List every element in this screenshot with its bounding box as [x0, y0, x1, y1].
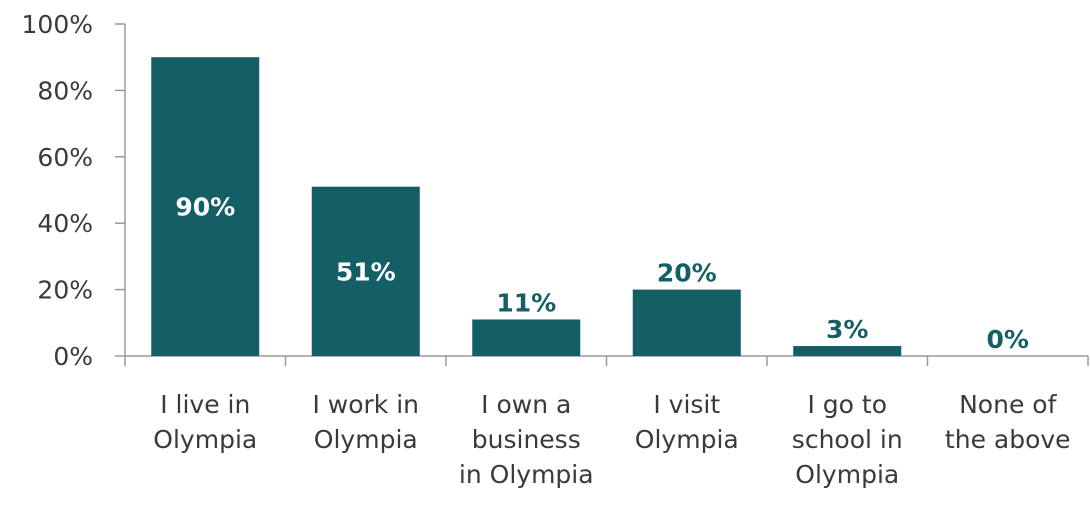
x-category-label-line: school in — [792, 425, 903, 454]
data-label: 51% — [336, 257, 396, 286]
x-category-label: I live in Olympia — [153, 390, 257, 454]
x-category-label-line: None of — [959, 390, 1057, 419]
y-tick-label: 60% — [37, 143, 93, 172]
x-category-label-line: the above — [945, 425, 1071, 454]
x-category-label-line: I live in — [160, 390, 250, 419]
data-label: 0% — [987, 325, 1029, 354]
y-tick-label: 80% — [37, 76, 93, 105]
bar — [151, 57, 260, 356]
y-tick-label: 0% — [53, 342, 93, 371]
x-category-label-line: Olympia — [795, 460, 899, 489]
data-label: 20% — [657, 259, 717, 288]
bar — [472, 319, 581, 356]
x-category-label-line: Olympia — [314, 425, 418, 454]
data-label: 3% — [826, 315, 868, 344]
bar — [632, 289, 741, 356]
data-label: 11% — [496, 288, 556, 317]
x-category-label-line: I own a — [481, 390, 571, 419]
x-category-label: None of the above — [945, 390, 1071, 454]
x-category-label: I work in Olympia — [312, 390, 419, 454]
x-category-label-line: business — [472, 425, 581, 454]
x-category-label-line: I visit — [653, 390, 720, 419]
y-tick-label: 100% — [22, 10, 93, 39]
bar — [311, 186, 420, 356]
x-category-label: I go to school in Olympia — [792, 390, 903, 489]
x-category-label: I own a business in Olympia — [459, 390, 594, 489]
x-category-label-line: Olympia — [635, 425, 739, 454]
x-category-label-line: I work in — [312, 390, 419, 419]
bar — [793, 346, 902, 356]
data-label: 90% — [175, 193, 235, 222]
x-category-label: I visit Olympia — [635, 390, 739, 454]
x-category-label-line: in Olympia — [459, 460, 594, 489]
y-tick-label: 20% — [37, 276, 93, 305]
x-category-label-line: Olympia — [153, 425, 257, 454]
y-tick-label: 40% — [37, 209, 93, 238]
x-category-label-line: I go to — [807, 390, 887, 419]
